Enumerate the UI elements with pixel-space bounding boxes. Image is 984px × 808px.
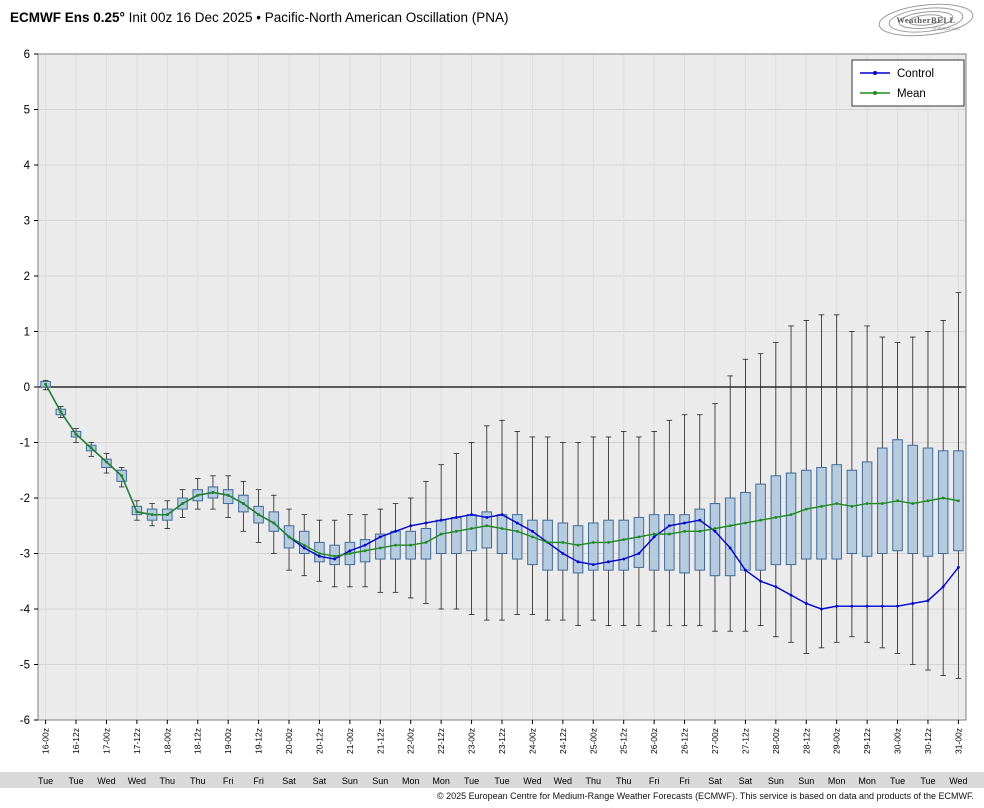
svg-text:1: 1 [24,327,30,339]
footer: © 2025 European Centre for Medium-Range … [0,788,984,808]
svg-text:5: 5 [24,105,30,117]
svg-text:Thu: Thu [160,776,176,786]
svg-text:24-00z: 24-00z [527,728,537,754]
header: ECMWF Ens 0.25° Init 00z 16 Dec 2025 • P… [0,0,984,40]
svg-text:Mon: Mon [828,776,846,786]
svg-text:-4: -4 [20,604,31,616]
svg-text:Fri: Fri [649,776,660,786]
svg-text:18-12z: 18-12z [193,728,203,754]
logo-text: WeatherBELL [896,15,955,25]
svg-text:30-12z: 30-12z [923,728,933,754]
svg-text:0: 0 [24,382,30,394]
logo-swirl-icon [878,3,974,37]
svg-text:29-12z: 29-12z [862,728,872,754]
svg-text:Sun: Sun [768,776,784,786]
chart-title: ECMWF Ens 0.25° Init 00z 16 Dec 2025 • P… [10,10,509,25]
legend: Control Mean [851,59,965,107]
svg-text:Tue: Tue [920,776,935,786]
svg-text:Tue: Tue [494,776,509,786]
svg-text:Sun: Sun [798,776,814,786]
svg-text:Wed: Wed [128,776,146,786]
copyright-text: © 2025 European Centre for Medium-Range … [436,791,974,801]
svg-text:Sat: Sat [282,776,296,786]
svg-text:3: 3 [24,216,30,228]
svg-text:-5: -5 [20,660,30,672]
svg-text:31-00z: 31-00z [953,728,963,754]
svg-text:20-00z: 20-00z [284,728,294,754]
svg-text:Tue: Tue [38,776,53,786]
svg-text:Tue: Tue [68,776,83,786]
svg-text:16-12z: 16-12z [71,728,81,754]
svg-text:4: 4 [24,160,31,172]
svg-text:-3: -3 [20,549,30,561]
svg-text:28-00z: 28-00z [771,728,781,754]
svg-text:-1: -1 [20,438,30,450]
svg-text:20-12z: 20-12z [314,728,324,754]
svg-text:Fri: Fri [253,776,264,786]
svg-text:17-12z: 17-12z [132,728,142,754]
svg-text:25-12z: 25-12z [619,728,629,754]
svg-text:Tue: Tue [464,776,479,786]
svg-text:23-00z: 23-00z [467,728,477,754]
svg-text:2: 2 [24,271,30,283]
svg-text:Fri: Fri [679,776,690,786]
title-model: ECMWF Ens 0.25° [10,10,125,25]
svg-text:17-00z: 17-00z [101,728,111,754]
svg-text:Mon: Mon [858,776,876,786]
svg-text:Sat: Sat [708,776,722,786]
svg-text:23-12z: 23-12z [497,728,507,754]
svg-text:6: 6 [24,49,30,61]
svg-text:Sat: Sat [739,776,753,786]
svg-text:Tue: Tue [890,776,905,786]
svg-text:Sat: Sat [313,776,327,786]
logo-subtext: Analytics LLC [932,26,960,31]
svg-text:Thu: Thu [586,776,602,786]
svg-text:19-12z: 19-12z [254,728,264,754]
svg-text:Mean: Mean [897,88,926,100]
svg-text:Sun: Sun [342,776,358,786]
svg-text:21-00z: 21-00z [345,728,355,754]
svg-text:Thu: Thu [190,776,206,786]
svg-text:27-00z: 27-00z [710,728,720,754]
svg-text:25-00z: 25-00z [588,728,598,754]
svg-text:Mon: Mon [402,776,420,786]
svg-text:Wed: Wed [949,776,967,786]
svg-text:16-00z: 16-00z [41,728,51,754]
svg-text:Thu: Thu [616,776,632,786]
svg-text:Wed: Wed [554,776,572,786]
svg-text:26-12z: 26-12z [680,728,690,754]
svg-text:18-00z: 18-00z [162,728,172,754]
svg-text:Control: Control [897,68,934,80]
axis-labels: 6 5 4 3 2 1 0 -1 -2 -3 -4 -5 -6 16-00z 16-12z 17-00z 17-… [20,49,964,754]
svg-text:Wed: Wed [523,776,541,786]
svg-text:22-00z: 22-00z [406,728,416,754]
svg-text:19-00z: 19-00z [223,728,233,754]
svg-text:30-00z: 30-00z [893,728,903,754]
svg-text:22-12z: 22-12z [436,728,446,754]
svg-text:Mon: Mon [432,776,450,786]
svg-text:Sun: Sun [372,776,388,786]
day-band: Tue Tue Wed Wed Thu Thu Fri Fri Sat Sat Sun Sun Mon M… [0,772,984,788]
mean-line [44,382,960,558]
svg-text:29-00z: 29-00z [832,728,842,754]
svg-text:28-12z: 28-12z [801,728,811,754]
svg-text:Fri: Fri [223,776,234,786]
svg-text:-6: -6 [20,715,30,727]
svg-text:Wed: Wed [97,776,115,786]
svg-text:21-12z: 21-12z [375,728,385,754]
svg-text:-2: -2 [20,493,30,505]
svg-text:26-00z: 26-00z [649,728,659,754]
svg-text:24-12z: 24-12z [558,728,568,754]
svg-text:27-12z: 27-12z [740,728,750,754]
title-description: Init 00z 16 Dec 2025 • Pacific-North Ame… [124,10,509,25]
ensemble-chart: 6 5 4 3 2 1 0 -1 -2 -3 -4 -5 -6 16-00z 16-12z 17-00z 17-… [0,49,984,788]
weatherbell-logo: WeatherBELL Analytics LLC [878,3,974,37]
